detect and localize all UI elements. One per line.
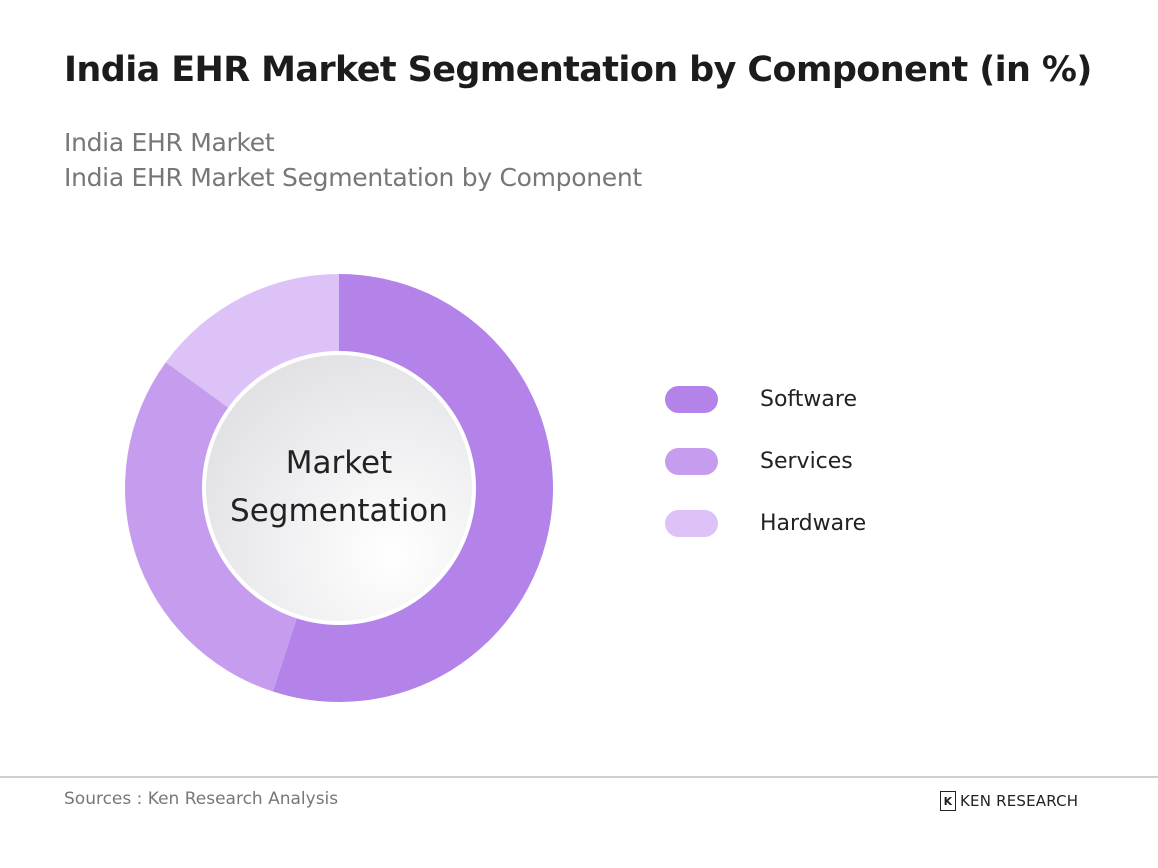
donut-chart — [125, 274, 553, 702]
ken-research-logo-text: KEN RESEARCH — [960, 792, 1079, 810]
chart-legend: Software Services Hardware — [665, 384, 866, 570]
ken-research-logo-icon: K — [940, 791, 956, 811]
legend-label-services: Services — [760, 449, 853, 474]
donut-center-label: Market Segmentation — [205, 353, 473, 621]
legend-swatch-hardware — [665, 510, 718, 537]
legend-swatch-services — [665, 448, 718, 475]
ken-research-logo: K KEN RESEARCH — [940, 791, 1078, 811]
legend-item-software: Software — [665, 384, 866, 415]
chart-title: India EHR Market Segmentation by Compone… — [64, 50, 1092, 90]
legend-item-hardware: Hardware — [665, 508, 866, 539]
legend-label-software: Software — [760, 387, 857, 412]
donut-hole — [206, 355, 472, 621]
legend-swatch-software — [665, 386, 718, 413]
chart-subtitle-market: India EHR Market — [64, 128, 275, 157]
footer-divider — [0, 776, 1158, 778]
legend-label-hardware: Hardware — [760, 511, 867, 536]
center-label-line2: Segmentation — [230, 493, 448, 529]
source-note: Sources : Ken Research Analysis — [64, 789, 339, 809]
center-label-line1: Market — [285, 445, 393, 481]
legend-item-services: Services — [665, 446, 866, 477]
chart-subtitle-segmentation: India EHR Market Segmentation by Compone… — [64, 163, 642, 192]
